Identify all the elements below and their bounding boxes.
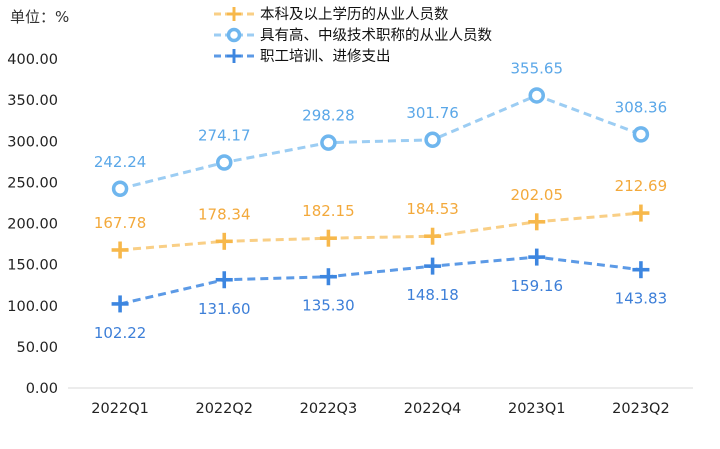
data-point (528, 87, 545, 104)
legend-label: 本科及以上学历的从业人员数 (260, 6, 449, 23)
x-tick-label: 2022Q4 (404, 401, 462, 417)
legend-item: 职工培训、进修支出 (214, 48, 391, 65)
x-axis: 2022Q1 2022Q2 2022Q3 2022Q4 2023Q1 2023Q2 (68, 387, 693, 417)
x-tick-label: 2023Q2 (612, 401, 670, 417)
data-label: 143.83 (615, 290, 668, 308)
y-tick-label: 100.00 (7, 299, 58, 315)
data-point (216, 154, 233, 171)
data-point (632, 261, 650, 279)
data-point (528, 213, 546, 231)
data-point (111, 241, 129, 259)
x-tick-label: 2022Q2 (195, 401, 253, 417)
x-tick-label: 2022Q1 (91, 401, 149, 417)
data-label: 202.05 (511, 186, 564, 204)
data-label: 167.78 (94, 214, 147, 232)
series-2: 242.24 274.17 298.28 301.76 355.65 308.36 (94, 59, 668, 198)
series-1: 167.78 178.34 182.15 184.53 202.05 212.69 (94, 177, 668, 259)
data-label: 301.76 (406, 104, 459, 122)
data-label: 131.60 (198, 300, 251, 318)
legend-label: 具有高、中级技术职称的从业人员数 (260, 27, 492, 44)
legend-marker (227, 7, 241, 21)
series-3: 102.22 131.60 135.30 148.18 159.16 143.83 (94, 248, 668, 342)
y-tick-label: 0.00 (26, 381, 58, 397)
y-tick-label: 150.00 (7, 258, 58, 274)
data-label: 135.30 (302, 297, 355, 315)
data-point (111, 180, 129, 198)
x-tick-label: 2022Q3 (300, 401, 358, 417)
legend-marker (227, 49, 241, 63)
data-point (111, 295, 129, 313)
legend-item: 本科及以上学历的从业人员数 (214, 6, 449, 23)
data-point (424, 257, 442, 275)
y-tick-label: 350.00 (7, 93, 58, 109)
series-line (119, 255, 642, 306)
x-tick-label: 2023Q1 (508, 401, 566, 417)
series-line (119, 93, 642, 191)
data-label: 212.69 (615, 177, 668, 195)
data-point (528, 248, 546, 266)
unit-label: 单位：% (10, 8, 69, 26)
data-label: 242.24 (94, 153, 147, 171)
data-label: 159.16 (511, 277, 564, 295)
y-tick-label: 50.00 (16, 340, 58, 356)
data-point (424, 131, 441, 149)
data-point (632, 204, 650, 222)
legend-label: 职工培训、进修支出 (260, 48, 391, 65)
data-point (424, 227, 442, 245)
data-point (319, 229, 337, 247)
y-tick-label: 300.00 (7, 134, 58, 150)
data-label: 182.15 (302, 202, 355, 220)
data-label: 355.65 (511, 59, 564, 77)
data-label: 178.34 (198, 205, 251, 223)
y-tick-label: 400.00 (7, 52, 58, 68)
data-label: 298.28 (302, 107, 355, 125)
data-point (320, 134, 337, 151)
y-axis: 0.00 50.00 100.00 150.00 200.00 250.00 300.00 3… (7, 52, 58, 397)
data-label: 102.22 (94, 324, 147, 342)
legend-item: 具有高、中级技术职称的从业人员数 (214, 27, 492, 44)
data-label: 148.18 (406, 286, 459, 304)
data-label: 308.36 (615, 98, 668, 116)
legend-marker (226, 27, 242, 43)
series-line (119, 211, 642, 252)
data-point (215, 232, 233, 250)
data-label: 184.53 (406, 200, 459, 218)
y-tick-label: 250.00 (7, 175, 58, 191)
y-tick-label: 200.00 (7, 217, 58, 233)
data-point (215, 271, 233, 289)
data-point (632, 126, 650, 143)
data-point (319, 268, 337, 286)
data-label: 274.17 (198, 126, 251, 144)
